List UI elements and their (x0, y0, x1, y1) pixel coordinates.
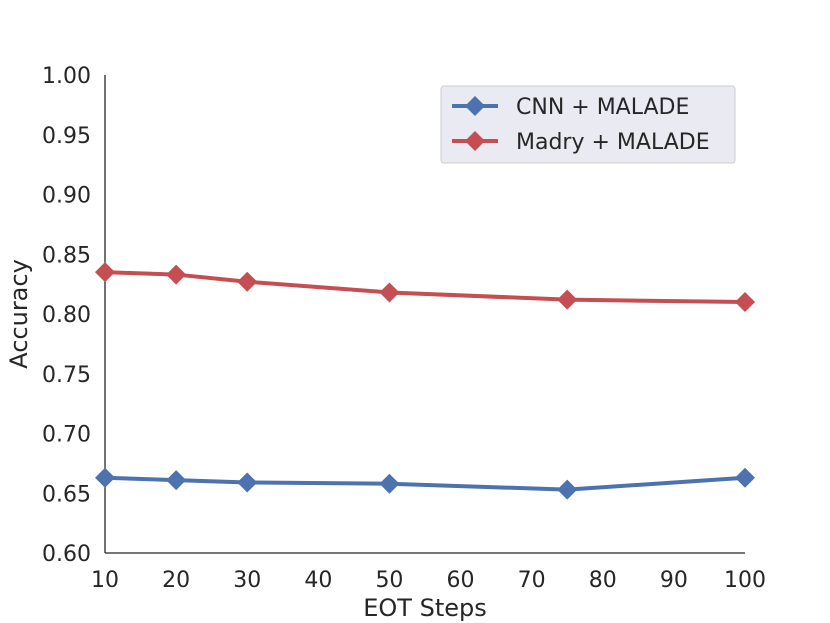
madry-malade-point (379, 282, 400, 303)
cnn-malade-point (379, 473, 400, 494)
y-axis-label: Accuracy (5, 259, 33, 369)
legend-marker-madry-malade (465, 131, 485, 151)
x-tick-label: 80 (589, 568, 617, 593)
cnn-malade-line (103, 475, 747, 492)
madry-malade-point (557, 289, 578, 310)
legend-box (440, 85, 736, 164)
x-tick-label: 10 (91, 568, 119, 593)
series-group (95, 262, 755, 500)
y-tick-label: 0.60 (42, 542, 91, 567)
madry-malade-point (166, 264, 187, 285)
y-tick-label: 0.85 (42, 243, 91, 268)
x-tick-label: 30 (233, 568, 261, 593)
y-tick-label: 0.70 (42, 423, 91, 448)
y-tick-label: 0.65 (42, 482, 91, 507)
x-tick-labels: 10 20 30 40 50 60 70 80 90 100 (91, 568, 766, 593)
x-tick-label: 20 (162, 568, 190, 593)
y-tick-label: 0.90 (42, 184, 91, 209)
y-tick-labels: 0.60 0.65 0.70 0.75 0.80 0.85 0.90 0.95 1.00 (42, 64, 91, 567)
madry-malade-point (237, 271, 258, 292)
y-tick-label: 0.95 (42, 124, 91, 149)
x-tick-label: 50 (375, 568, 403, 593)
y-tick-label: 0.75 (42, 363, 91, 388)
legend-label-cnn-malade: CNN + MALADE (516, 95, 689, 120)
legend: CNN + MALADE Madry + MALADE (440, 85, 736, 164)
x-tick-label: 70 (518, 568, 546, 593)
x-tick-label: 90 (660, 568, 688, 593)
x-tick-label: 40 (304, 568, 332, 593)
madry-malade-point (95, 262, 115, 283)
x-tick-label: 100 (724, 568, 766, 593)
madry-malade-line (103, 270, 747, 305)
legend-label-madry-malade: Madry + MALADE (516, 130, 710, 155)
y-tick-label: 1.00 (42, 64, 91, 89)
cnn-malade-point (557, 479, 578, 500)
cnn-malade-point (166, 470, 187, 491)
cnn-malade-point (95, 467, 115, 488)
x-tick-label: 60 (447, 568, 475, 593)
y-tick-label: 0.80 (42, 303, 91, 328)
legend-marker-cnn-malade (465, 96, 485, 116)
x-axis-label: EOT Steps (363, 594, 487, 622)
madry-malade-point (735, 292, 755, 313)
cnn-malade-point (237, 472, 258, 493)
cnn-malade-point (735, 467, 755, 488)
